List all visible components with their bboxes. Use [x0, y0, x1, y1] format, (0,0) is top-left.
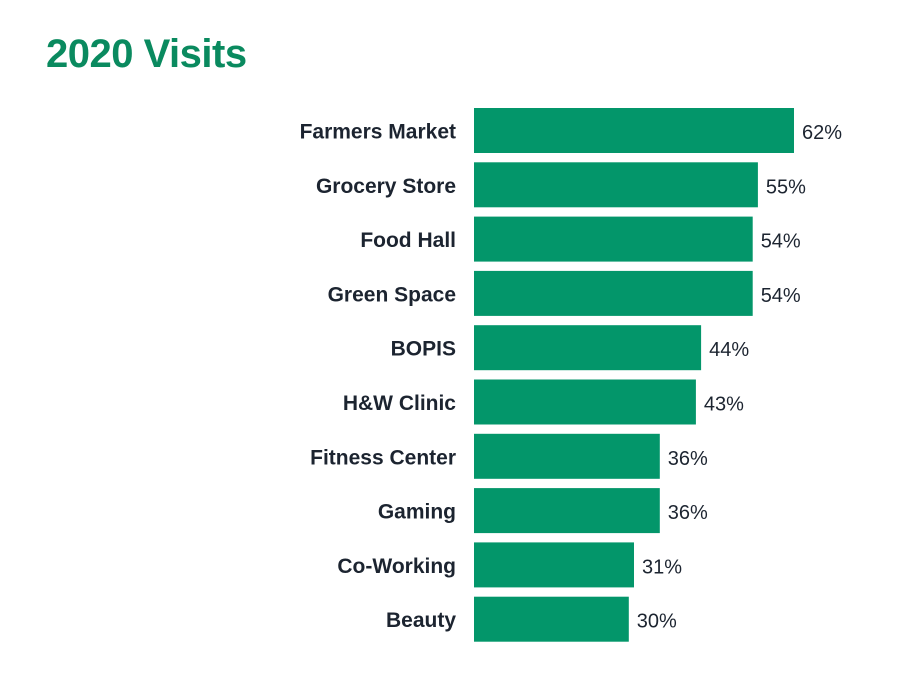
bar-3: [474, 270, 753, 316]
category-label: Co-Working: [337, 555, 456, 578]
value-label: 36%: [668, 448, 708, 470]
bars-group: [474, 108, 794, 642]
category-label: H&W Clinic: [343, 392, 456, 415]
category-label: Food Hall: [360, 229, 456, 252]
value-label: 36%: [668, 502, 708, 524]
category-label: Beauty: [386, 609, 456, 632]
value-label: 43%: [704, 394, 744, 416]
value-labels: 62% 55% 54% 54% 44% 43% 36% 36% 31% 30%: [637, 122, 842, 633]
value-label: 44%: [709, 339, 749, 361]
category-label: Fitness Center: [310, 446, 456, 469]
value-label: 54%: [761, 285, 801, 307]
category-label: Gaming: [378, 501, 456, 524]
bar-2: [474, 216, 753, 262]
bar-4: [474, 325, 702, 371]
value-label: 31%: [642, 556, 682, 578]
category-labels: Farmers Market Grocery Store Food Hall Gree…: [300, 121, 457, 633]
category-label: BOPIS: [391, 338, 456, 361]
bar-8: [474, 542, 634, 588]
bar-7: [474, 488, 660, 534]
chart-title: 2020 Visits: [46, 32, 247, 76]
bar-5: [474, 379, 696, 425]
bar-1: [474, 162, 758, 208]
value-label: 55%: [766, 176, 806, 198]
category-label: Green Space: [328, 283, 456, 306]
bar-9: [474, 596, 629, 642]
bar-0: [474, 108, 794, 153]
value-label: 30%: [637, 611, 677, 633]
bar-6: [474, 433, 660, 479]
value-label: 62%: [802, 122, 842, 144]
value-label: 54%: [761, 231, 801, 253]
category-label: Grocery Store: [316, 175, 456, 198]
category-label: Farmers Market: [300, 121, 456, 144]
